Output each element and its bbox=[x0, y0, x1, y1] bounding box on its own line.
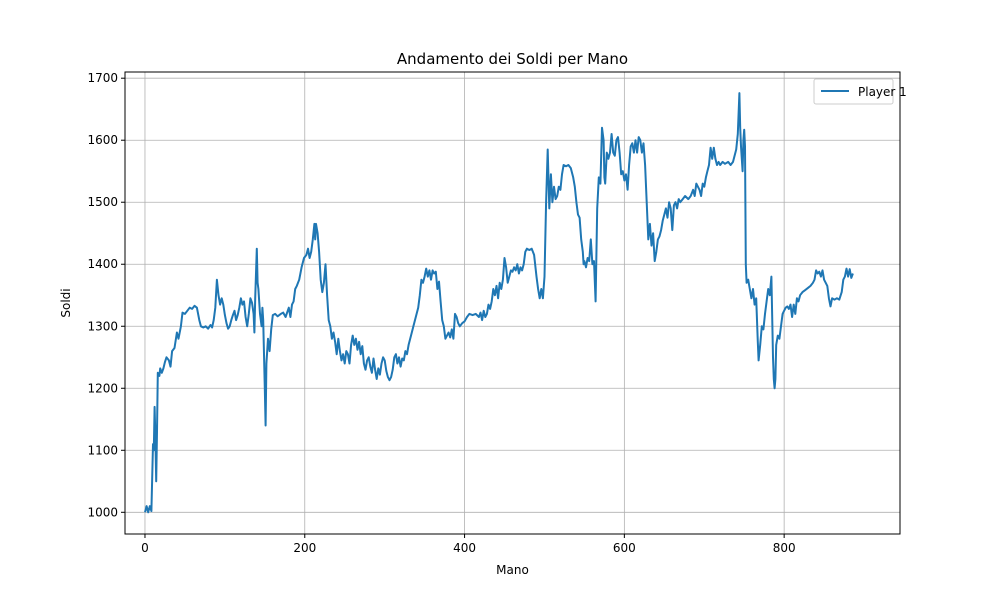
y-tick-label: 1700 bbox=[87, 71, 118, 85]
x-tick-label: 800 bbox=[773, 541, 796, 555]
x-tick-label: 400 bbox=[453, 541, 476, 555]
y-tick-label: 1000 bbox=[87, 505, 118, 519]
legend-box bbox=[813, 78, 894, 105]
x-tick-label: 600 bbox=[613, 541, 636, 555]
y-tick-label: 1100 bbox=[87, 443, 118, 457]
plot-frame bbox=[124, 71, 901, 535]
y-tick-label: 1500 bbox=[87, 195, 118, 209]
y-axis-label: Soldi bbox=[59, 288, 73, 317]
y-axis-ticks: 1000 1100 1200 1300 1400 1500 1600 1700 bbox=[87, 71, 125, 519]
series-line-player-1 bbox=[144, 92, 854, 514]
legend: Player 1 bbox=[813, 78, 907, 105]
y-tick-label: 1400 bbox=[87, 257, 118, 271]
y-tick-label: 1600 bbox=[87, 133, 118, 147]
series-layer bbox=[144, 92, 854, 514]
y-tick-label: 1300 bbox=[87, 319, 118, 333]
chart-title: Andamento dei Soldi per Mano bbox=[397, 50, 628, 68]
legend-label-player-1: Player 1 bbox=[858, 85, 907, 99]
x-tick-label: 200 bbox=[293, 541, 316, 555]
x-tick-label: 0 bbox=[141, 541, 149, 555]
grid-lines bbox=[125, 72, 900, 534]
x-axis-label: Mano bbox=[496, 563, 529, 577]
y-tick-label: 1200 bbox=[87, 381, 118, 395]
x-axis-ticks: 0 200 400 600 800 bbox=[141, 534, 796, 555]
